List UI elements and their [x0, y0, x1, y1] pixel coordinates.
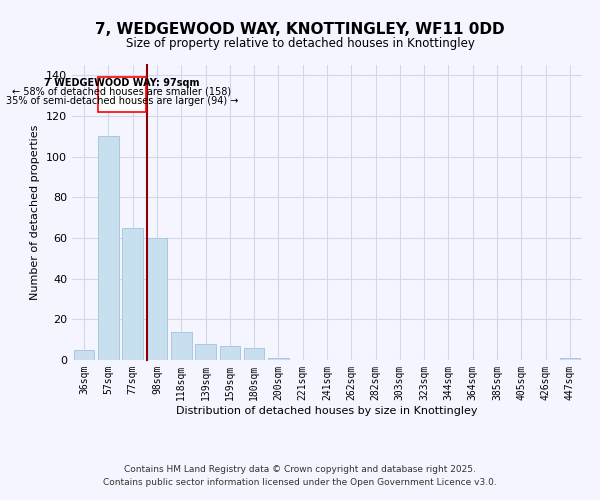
Bar	[244, 348, 265, 360]
Text: 7 WEDGEWOOD WAY: 97sqm: 7 WEDGEWOOD WAY: 97sqm	[44, 78, 200, 88]
Bar	[220, 346, 240, 360]
Bar	[268, 358, 289, 360]
Text: 7, WEDGEWOOD WAY, KNOTTINGLEY, WF11 0DD: 7, WEDGEWOOD WAY, KNOTTINGLEY, WF11 0DD	[95, 22, 505, 38]
Y-axis label: Number of detached properties: Number of detached properties	[31, 125, 40, 300]
Bar	[122, 228, 143, 360]
Text: Contains public sector information licensed under the Open Government Licence v3: Contains public sector information licen…	[103, 478, 497, 487]
Bar	[98, 136, 119, 360]
Bar	[146, 238, 167, 360]
Bar	[97, 77, 146, 112]
Bar	[171, 332, 191, 360]
X-axis label: Distribution of detached houses by size in Knottingley: Distribution of detached houses by size …	[176, 406, 478, 415]
Bar	[560, 358, 580, 360]
Text: 35% of semi-detached houses are larger (94) →: 35% of semi-detached houses are larger (…	[5, 96, 238, 106]
Text: ← 58% of detached houses are smaller (158): ← 58% of detached houses are smaller (15…	[12, 87, 232, 97]
Bar	[195, 344, 216, 360]
Text: Contains HM Land Registry data © Crown copyright and database right 2025.: Contains HM Land Registry data © Crown c…	[124, 466, 476, 474]
Text: Size of property relative to detached houses in Knottingley: Size of property relative to detached ho…	[125, 38, 475, 51]
Bar	[74, 350, 94, 360]
